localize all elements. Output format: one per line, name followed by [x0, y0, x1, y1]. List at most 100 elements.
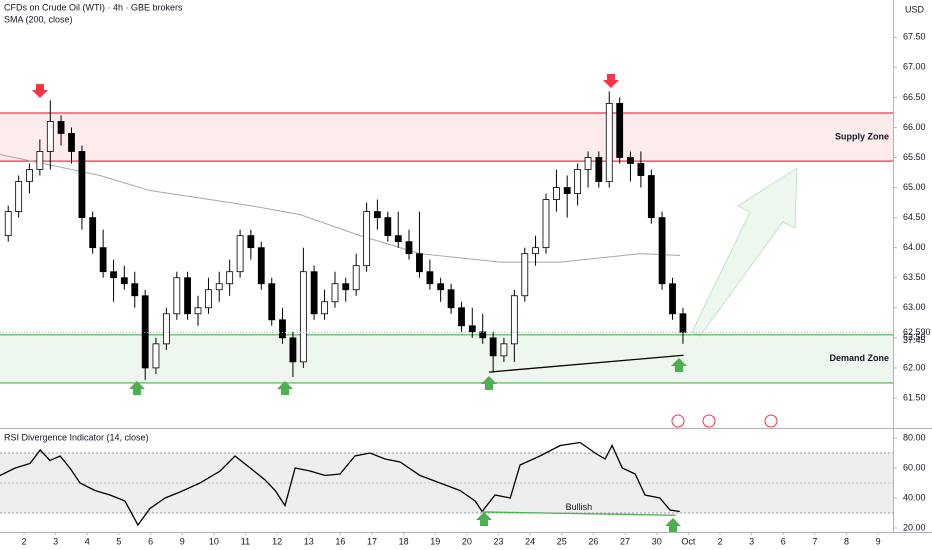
candle-body [247, 235, 255, 249]
y-tick-label: 63.00 [903, 302, 926, 312]
rsi-title: RSI Divergence Indicator (14, close) [4, 432, 149, 442]
candle-body [584, 157, 592, 170]
countdown: 37:45 [903, 335, 926, 345]
candle-body [574, 169, 582, 194]
x-tick-label: 17 [367, 536, 377, 546]
y-tick-label: 64.50 [903, 212, 926, 222]
candle-body [500, 343, 508, 357]
zone [0, 113, 893, 162]
buy-arrow [476, 512, 492, 526]
x-tick-label: Oct [681, 536, 696, 546]
divergence-label: Bullish [566, 502, 593, 512]
x-tick-label: 23 [494, 536, 504, 546]
candle-body [141, 295, 149, 369]
candle-body [236, 235, 244, 273]
candle-body [363, 211, 371, 267]
projection-arrow [691, 167, 798, 337]
candle-body [279, 319, 286, 339]
y-tick-label: 20.00 [903, 522, 926, 532]
buy-arrow [277, 381, 293, 395]
candle-body [532, 247, 539, 255]
x-tick-label: 12 [272, 536, 282, 546]
candle-body [194, 307, 202, 315]
y-tick-label: 66.00 [903, 122, 926, 132]
candle-body [394, 235, 402, 243]
candle-body [15, 181, 23, 212]
candle-body [120, 277, 128, 285]
candle-body [416, 253, 423, 273]
candle-body [152, 343, 160, 369]
candle-body [553, 187, 560, 200]
candle-body [616, 102, 624, 158]
y-tick-label: 63.50 [903, 272, 926, 282]
sell-arrow [32, 84, 48, 98]
last-price-label: 62.590 [903, 327, 931, 337]
event-icon [764, 414, 778, 428]
candle-body [479, 331, 487, 339]
candle-body [468, 325, 476, 333]
candle-body [521, 253, 529, 297]
x-tick-label: 25 [557, 536, 567, 546]
candle-body [405, 241, 413, 255]
candle-body [131, 283, 139, 297]
x-tick-label: 18 [399, 536, 409, 546]
y-tick-label: 62.00 [903, 362, 926, 372]
y-tick-label: 67.00 [903, 62, 926, 72]
trendline [488, 354, 684, 373]
candle-body [373, 211, 381, 219]
candle-body [510, 295, 518, 345]
rsi-line [0, 441, 680, 527]
candle-body [331, 283, 339, 303]
y-tick-label: 64.00 [903, 242, 926, 252]
candle-body [658, 217, 666, 285]
zone-label: Supply Zone [835, 131, 889, 141]
x-tick-label: 27 [620, 536, 630, 546]
y-tick-label: 60.00 [903, 462, 926, 472]
candle-body [542, 199, 550, 249]
x-tick-label: 7 [812, 536, 817, 546]
event-icon [671, 414, 685, 428]
y-tick-label: 66.50 [903, 92, 926, 102]
event-icon [702, 414, 716, 428]
x-tick-label: 6 [148, 536, 153, 546]
candle-body [205, 289, 212, 309]
x-tick-label: 3 [53, 536, 58, 546]
divergence-line [482, 511, 676, 516]
x-tick-label: 2 [22, 536, 27, 546]
candle-body [458, 307, 465, 327]
candle-body [299, 271, 307, 363]
zone-label: Demand Zone [829, 353, 889, 363]
x-tick-label: 5 [116, 536, 121, 546]
buy-arrow [129, 381, 145, 395]
candle-body [184, 277, 191, 315]
candle-body [26, 169, 33, 182]
candle-body [310, 271, 318, 315]
candle-body [352, 265, 360, 291]
candle-body [627, 157, 634, 164]
y-tick-label: 40.00 [903, 492, 926, 502]
buy-arrow [665, 518, 681, 532]
candle-body [68, 133, 75, 152]
x-tick-label: 2 [717, 536, 722, 546]
buy-arrow [481, 376, 497, 390]
indicator-label: SMA (200, close) [4, 14, 73, 24]
candle-body [215, 283, 223, 291]
candle-body [268, 283, 276, 321]
candle-body [489, 337, 497, 357]
sma-line [0, 153, 681, 263]
x-tick-label: 13 [304, 536, 314, 546]
y-tick-label: 80.00 [903, 432, 926, 442]
candle-body [595, 157, 603, 182]
x-tick-label: 19 [430, 536, 440, 546]
candle-body [289, 337, 297, 363]
buy-arrow [671, 358, 687, 372]
candle-body [257, 247, 265, 285]
x-tick-label: 20 [462, 536, 472, 546]
candle-body [89, 217, 97, 249]
candle-body [226, 271, 234, 285]
candle-body [637, 163, 645, 176]
candle-body [99, 247, 107, 273]
signal-arrows [32, 74, 798, 532]
candle-body [647, 175, 655, 219]
